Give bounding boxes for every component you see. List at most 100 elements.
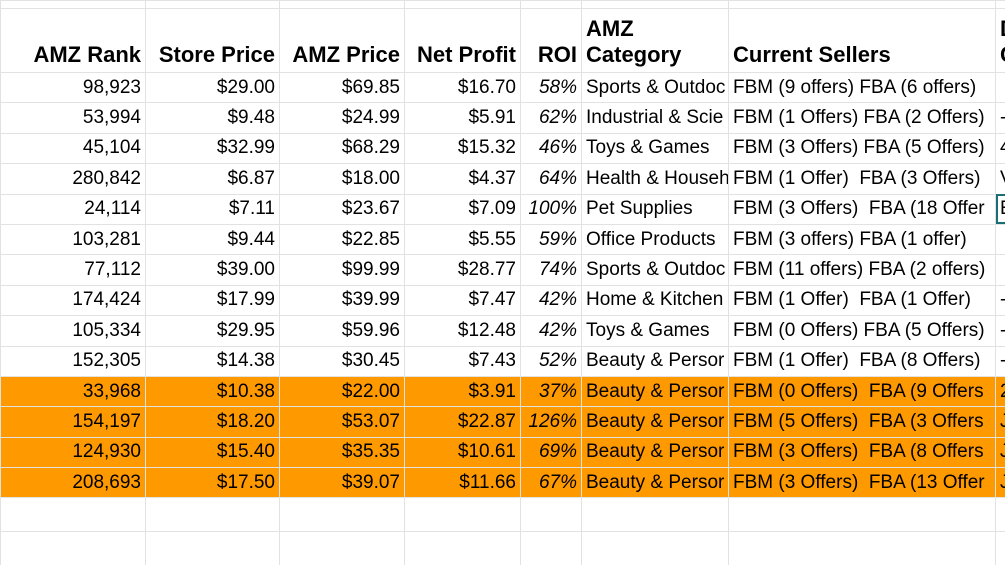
header-cell[interactable]: ROI [520,8,582,73]
cell[interactable] [0,0,146,9]
header-cell[interactable]: AMZ Price [279,8,405,73]
cell[interactable]: $24.99 [279,102,405,134]
cell[interactable]: - [995,345,1005,377]
cell[interactable]: FBM (11 offers) FBA (2 offers) [728,254,996,286]
cell[interactable] [581,531,729,565]
cell[interactable] [581,497,729,533]
cell[interactable]: 42% [520,315,582,347]
cell[interactable]: Home & Kitchen [581,284,729,317]
cell[interactable]: $10.38 [145,375,280,408]
cell[interactable]: $29.95 [145,315,280,347]
cell[interactable]: FBM (1 Offer) FBA (3 Offers) [728,163,996,195]
cell[interactable] [145,531,280,565]
cell[interactable]: $7.09 [404,193,521,225]
cell[interactable]: Beauty & Persor [581,345,729,377]
cell[interactable]: $9.44 [145,223,280,256]
cell[interactable] [581,0,729,9]
cell[interactable] [728,531,996,565]
header-cell[interactable]: AMZ Rank [0,8,146,73]
header-cell[interactable]: Net Profit [404,8,521,73]
cell[interactable]: FBM (0 Offers) FBA (5 Offers) [728,315,996,347]
cell[interactable]: 126% [520,406,582,438]
cell[interactable]: $7.11 [145,193,280,225]
cell[interactable]: 174,424 [0,284,146,317]
cell[interactable] [995,0,1005,9]
cell[interactable] [404,531,521,565]
cell[interactable]: $7.43 [404,345,521,377]
cell[interactable]: V [995,163,1005,195]
cell[interactable]: - [995,315,1005,347]
cell[interactable]: $7.47 [404,284,521,317]
cell[interactable] [279,0,405,9]
cell[interactable] [995,497,1005,533]
cell[interactable]: $99.99 [279,254,405,286]
cell[interactable]: $32.99 [145,132,280,165]
cell[interactable]: 37% [520,375,582,408]
cell[interactable] [279,531,405,565]
cell[interactable]: 64% [520,163,582,195]
cell[interactable]: $6.87 [145,163,280,195]
cell[interactable]: $5.91 [404,102,521,134]
cell[interactable]: 62% [520,102,582,134]
cell[interactable]: 124,930 [0,436,146,469]
cell[interactable]: 98,923 [0,71,146,104]
cell[interactable]: J [995,406,1005,438]
cell[interactable]: $11.66 [404,467,521,499]
cell[interactable]: $22.85 [279,223,405,256]
cell[interactable]: Industrial & Scie [581,102,729,134]
cell[interactable]: - [995,102,1005,134]
cell[interactable]: Sports & Outdoc [581,254,729,286]
cell[interactable] [145,497,280,533]
cell[interactable]: $22.00 [279,375,405,408]
cell[interactable]: $39.00 [145,254,280,286]
cell[interactable]: FBM (3 Offers) FBA (13 Offer [728,467,996,499]
cell[interactable] [995,223,1005,256]
cell[interactable]: 53,994 [0,102,146,134]
cell[interactable] [995,71,1005,104]
cell[interactable]: E [995,193,1005,225]
header-cell[interactable]: D C [995,8,1005,73]
cell[interactable]: Office Products [581,223,729,256]
cell[interactable]: FBM (5 Offers) FBA (3 Offers [728,406,996,438]
header-cell[interactable]: AMZ Category [581,8,729,73]
cell[interactable]: $9.48 [145,102,280,134]
cell[interactable] [0,531,146,565]
cell[interactable]: $4.37 [404,163,521,195]
cell[interactable]: 24,114 [0,193,146,225]
cell[interactable]: Beauty & Persor [581,406,729,438]
cell[interactable]: 154,197 [0,406,146,438]
header-cell[interactable]: Current Sellers [728,8,996,73]
cell[interactable]: $39.99 [279,284,405,317]
cell[interactable]: FBM (1 Offers) FBA (2 Offers) [728,102,996,134]
cell[interactable]: 46% [520,132,582,165]
cell[interactable]: $15.32 [404,132,521,165]
cell[interactable]: 58% [520,71,582,104]
cell[interactable]: Beauty & Persor [581,467,729,499]
cell[interactable]: - [995,284,1005,317]
cell[interactable]: $39.07 [279,467,405,499]
cell[interactable]: FBM (9 offers) FBA (6 offers) [728,71,996,104]
cell[interactable]: J [995,467,1005,499]
header-cell[interactable]: Store Price [145,8,280,73]
cell[interactable] [520,497,582,533]
cell[interactable]: $10.61 [404,436,521,469]
cell[interactable]: $12.48 [404,315,521,347]
cell[interactable]: FBM (3 Offers) FBA (18 Offer [728,193,996,225]
cell[interactable] [520,0,582,9]
cell[interactable]: 59% [520,223,582,256]
cell[interactable]: 67% [520,467,582,499]
cell[interactable]: 42% [520,284,582,317]
cell[interactable]: $18.00 [279,163,405,195]
cell[interactable] [995,254,1005,286]
cell[interactable]: 4 [995,132,1005,165]
cell[interactable]: Health & Househ [581,163,729,195]
cell[interactable]: FBM (1 Offer) FBA (1 Offer) [728,284,996,317]
cell[interactable] [728,497,996,533]
cell[interactable] [404,0,521,9]
cell[interactable]: $22.87 [404,406,521,438]
cell[interactable]: Beauty & Persor [581,375,729,408]
cell[interactable] [145,0,280,9]
cell[interactable] [404,497,521,533]
cell[interactable]: FBM (3 Offers) FBA (8 Offers [728,436,996,469]
cell[interactable]: $30.45 [279,345,405,377]
